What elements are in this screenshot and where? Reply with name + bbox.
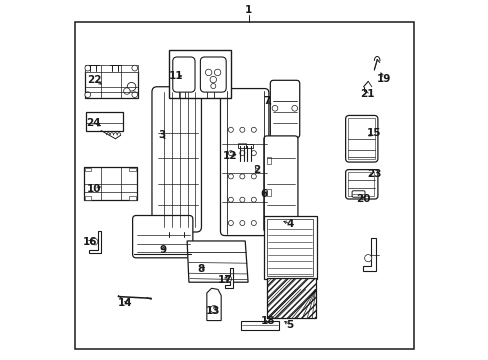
Bar <box>347 118 374 159</box>
Circle shape <box>210 306 217 313</box>
FancyBboxPatch shape <box>345 116 377 162</box>
Circle shape <box>85 92 90 98</box>
Polygon shape <box>187 241 247 282</box>
Polygon shape <box>206 288 221 320</box>
Bar <box>169 50 230 98</box>
Circle shape <box>85 65 90 71</box>
Bar <box>85 168 91 171</box>
Circle shape <box>239 127 244 132</box>
Text: 2: 2 <box>253 165 260 175</box>
Bar <box>85 65 138 72</box>
Bar <box>348 172 373 196</box>
Text: 17: 17 <box>217 275 232 285</box>
Text: 3: 3 <box>158 130 165 140</box>
Text: 22: 22 <box>86 75 101 85</box>
Circle shape <box>291 105 297 111</box>
Bar <box>266 220 313 276</box>
Bar <box>266 189 270 196</box>
Bar <box>85 196 91 200</box>
Bar <box>263 216 316 279</box>
Text: 14: 14 <box>118 298 132 308</box>
Circle shape <box>239 150 244 156</box>
Circle shape <box>228 174 233 179</box>
Text: 20: 20 <box>356 194 370 204</box>
Circle shape <box>210 84 215 89</box>
Bar <box>238 144 245 148</box>
FancyBboxPatch shape <box>264 136 297 232</box>
Circle shape <box>239 174 244 179</box>
Circle shape <box>271 105 277 111</box>
Polygon shape <box>225 267 233 288</box>
Circle shape <box>205 69 211 76</box>
Circle shape <box>228 197 233 202</box>
Text: 21: 21 <box>359 89 374 99</box>
Circle shape <box>251 221 256 226</box>
Bar <box>84 167 137 201</box>
Text: 24: 24 <box>86 118 101 128</box>
FancyBboxPatch shape <box>220 89 268 235</box>
Text: 15: 15 <box>366 129 380 138</box>
Circle shape <box>251 197 256 202</box>
Text: 11: 11 <box>169 71 183 81</box>
Circle shape <box>132 65 137 71</box>
FancyBboxPatch shape <box>172 57 195 92</box>
Circle shape <box>132 92 137 98</box>
FancyBboxPatch shape <box>345 170 377 199</box>
FancyBboxPatch shape <box>270 80 299 138</box>
Circle shape <box>364 255 371 262</box>
Text: 19: 19 <box>376 74 390 84</box>
Circle shape <box>228 127 233 132</box>
Circle shape <box>251 127 256 132</box>
Text: 7: 7 <box>263 96 270 106</box>
Bar <box>266 278 315 318</box>
Bar <box>85 71 138 98</box>
Text: 8: 8 <box>197 264 204 274</box>
Circle shape <box>210 76 216 83</box>
Text: 4: 4 <box>286 219 293 229</box>
Bar <box>245 144 253 148</box>
Text: 5: 5 <box>285 320 293 330</box>
Text: 12: 12 <box>223 150 237 161</box>
Circle shape <box>251 174 256 179</box>
Circle shape <box>239 197 244 202</box>
Circle shape <box>123 88 130 94</box>
Bar <box>129 196 136 200</box>
FancyBboxPatch shape <box>132 216 192 258</box>
Polygon shape <box>88 231 101 253</box>
FancyBboxPatch shape <box>351 191 364 197</box>
Text: 23: 23 <box>366 168 381 179</box>
Bar <box>85 112 123 131</box>
Circle shape <box>228 221 233 226</box>
Bar <box>266 157 270 164</box>
FancyBboxPatch shape <box>152 87 201 232</box>
Bar <box>238 143 245 144</box>
Text: 13: 13 <box>205 306 220 315</box>
Circle shape <box>228 150 233 156</box>
Text: 1: 1 <box>244 5 252 15</box>
Text: 9: 9 <box>159 245 166 255</box>
Bar <box>241 320 278 330</box>
Text: 10: 10 <box>86 184 101 194</box>
Circle shape <box>225 276 231 282</box>
Text: 16: 16 <box>82 237 97 247</box>
Bar <box>129 168 136 171</box>
Polygon shape <box>362 238 376 271</box>
Text: 18: 18 <box>260 316 274 326</box>
FancyBboxPatch shape <box>200 57 226 92</box>
Circle shape <box>91 238 98 245</box>
Circle shape <box>251 150 256 156</box>
Text: 6: 6 <box>260 189 267 199</box>
Circle shape <box>127 82 136 91</box>
Circle shape <box>214 69 221 76</box>
Circle shape <box>239 221 244 226</box>
